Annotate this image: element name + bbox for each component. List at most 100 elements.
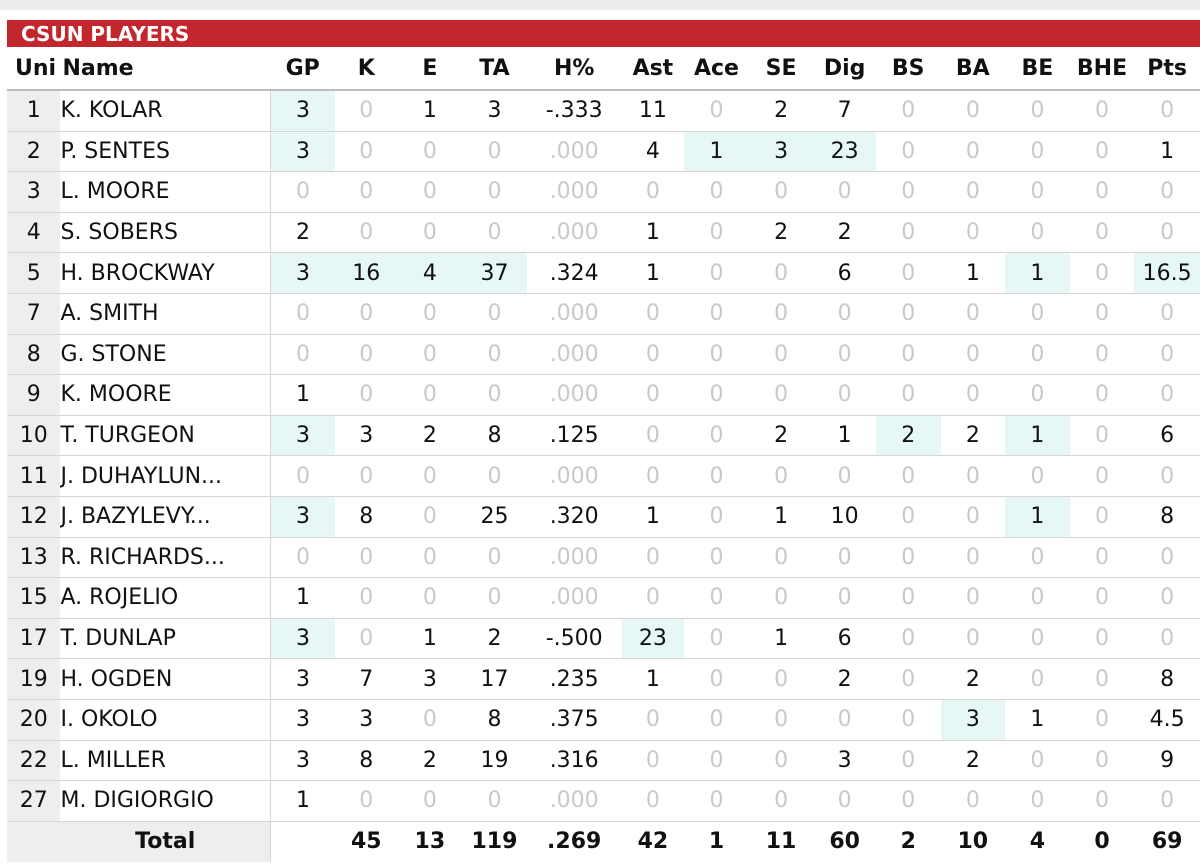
stat-cell-pts: 0 xyxy=(1134,90,1200,132)
column-header-dig[interactable]: Dig xyxy=(813,48,876,91)
stat-cell-ba: 0 xyxy=(940,293,1006,335)
stat-cell-se: 0 xyxy=(748,740,814,782)
stat-cell-ta: 37 xyxy=(462,252,527,294)
column-header-be[interactable]: BE xyxy=(1005,48,1070,91)
player-name[interactable]: H. OGDEN xyxy=(60,658,271,700)
player-name[interactable]: T. TURGEON xyxy=(60,415,271,457)
stat-cell-e: 0 xyxy=(397,780,463,822)
table-row: 1 K. KOLAR 3 0 1 3 -.333 11 0 2 7 0 0 0 0 0 xyxy=(7,90,1200,132)
stat-cell-pts: 0 xyxy=(1134,171,1200,213)
stat-cell-ba: 3 xyxy=(940,699,1006,741)
stat-cell-e: 0 xyxy=(397,334,463,376)
section-title: CSUN PLAYERS xyxy=(7,20,1200,47)
stat-cell-ace: 0 xyxy=(684,537,749,579)
stat-cell-gp: 3 xyxy=(270,740,335,782)
player-name[interactable]: I. OKOLO xyxy=(60,699,271,741)
stat-cell-ast: 0 xyxy=(621,699,685,741)
stat-cell-gp: 2 xyxy=(270,212,335,254)
stat-cell-ast: 0 xyxy=(621,780,685,822)
stat-cell-dig: 0 xyxy=(813,171,876,213)
stat-cell-ast: 0 xyxy=(621,577,685,619)
column-header-name[interactable]: Name xyxy=(60,48,271,91)
stat-cell-ace: 0 xyxy=(684,212,749,254)
stat-cell-ba: 0 xyxy=(940,131,1006,173)
total-stat-cell: .269 xyxy=(526,821,622,862)
stat-cell-e: 0 xyxy=(397,537,463,579)
stat-cell-ta: 0 xyxy=(462,293,527,335)
player-name[interactable]: J. BAZYLEVY... xyxy=(60,496,271,538)
stat-cell-bs: 0 xyxy=(875,90,941,132)
jersey-number: 22 xyxy=(7,740,61,782)
stat-cell-bs: 0 xyxy=(875,455,941,497)
table-row: 17 T. DUNLAP 3 0 1 2 -.500 23 0 1 6 0 0 0 0 0 xyxy=(7,618,1200,660)
player-name[interactable]: G. STONE xyxy=(60,334,271,376)
total-stat-cell: 0 xyxy=(1069,821,1135,862)
column-header-k[interactable]: K xyxy=(335,48,398,91)
player-name[interactable]: K. KOLAR xyxy=(60,90,271,132)
stat-cell-bhe: 0 xyxy=(1069,415,1135,457)
stat-cell-ace: 0 xyxy=(684,90,749,132)
player-name[interactable]: A. SMITH xyxy=(60,293,271,335)
player-name[interactable]: L. MOORE xyxy=(60,171,271,213)
player-name[interactable]: R. RICHARDS... xyxy=(60,537,271,579)
stat-cell-ace: 0 xyxy=(684,252,749,294)
jersey-number: 13 xyxy=(7,537,61,579)
stat-cell-e: 1 xyxy=(397,618,463,660)
stat-cell-dig: 0 xyxy=(813,577,876,619)
stat-cell-be: 1 xyxy=(1005,496,1070,538)
stat-cell-pts: 8 xyxy=(1134,658,1200,700)
stat-cell-bhe: 0 xyxy=(1069,618,1135,660)
column-header-uni[interactable]: Uni xyxy=(7,48,61,91)
column-header-h-[interactable]: H% xyxy=(526,48,622,91)
player-name[interactable]: L. MILLER xyxy=(60,740,271,782)
stat-cell-k: 0 xyxy=(335,131,398,173)
column-header-bhe[interactable]: BHE xyxy=(1069,48,1135,91)
stat-cell-dig: 0 xyxy=(813,699,876,741)
stat-cell-k: 8 xyxy=(335,496,398,538)
player-name[interactable]: T. DUNLAP xyxy=(60,618,271,660)
stat-cell-bs: 0 xyxy=(875,537,941,579)
player-name[interactable]: P. SENTES xyxy=(60,131,271,173)
stat-cell-bhe: 0 xyxy=(1069,293,1135,335)
stat-cell-h-: .125 xyxy=(526,415,622,457)
column-header-se[interactable]: SE xyxy=(748,48,814,91)
stat-cell-bhe: 0 xyxy=(1069,90,1135,132)
column-header-e[interactable]: E xyxy=(397,48,463,91)
player-name[interactable]: A. ROJELIO xyxy=(60,577,271,619)
column-header-ta[interactable]: TA xyxy=(462,48,527,91)
player-name[interactable]: S. SOBERS xyxy=(60,212,271,254)
column-header-bs[interactable]: BS xyxy=(875,48,941,91)
stat-cell-ast: 0 xyxy=(621,537,685,579)
stat-cell-ace: 0 xyxy=(684,740,749,782)
stat-cell-bhe: 0 xyxy=(1069,374,1135,416)
top-strip xyxy=(0,0,1200,10)
stat-cell-gp: 3 xyxy=(270,252,335,294)
stat-cell-gp: 3 xyxy=(270,658,335,700)
stat-cell-bs: 0 xyxy=(875,131,941,173)
column-header-ba[interactable]: BA xyxy=(940,48,1006,91)
column-header-ace[interactable]: Ace xyxy=(684,48,749,91)
player-name[interactable]: J. DUHAYLUN... xyxy=(60,455,271,497)
column-header-ast[interactable]: Ast xyxy=(621,48,685,91)
jersey-number: 27 xyxy=(7,780,61,822)
stat-cell-ba: 0 xyxy=(940,212,1006,254)
stat-cell-e: 0 xyxy=(397,577,463,619)
stat-cell-be: 0 xyxy=(1005,658,1070,700)
column-header-gp[interactable]: GP xyxy=(270,48,335,91)
stat-cell-se: 0 xyxy=(748,374,814,416)
stat-cell-k: 0 xyxy=(335,171,398,213)
jersey-number: 19 xyxy=(7,658,61,700)
stat-cell-e: 2 xyxy=(397,415,463,457)
player-name[interactable]: M. DIGIORGIO xyxy=(60,780,271,822)
column-header-pts[interactable]: Pts xyxy=(1134,48,1200,91)
stat-cell-ace: 0 xyxy=(684,780,749,822)
player-name[interactable]: K. MOORE xyxy=(60,374,271,416)
stat-cell-k: 3 xyxy=(335,699,398,741)
player-name[interactable]: H. BROCKWAY xyxy=(60,252,271,294)
jersey-number: 1 xyxy=(7,90,61,132)
stat-cell-k: 8 xyxy=(335,740,398,782)
stat-cell-gp: 3 xyxy=(270,618,335,660)
stat-cell-bhe: 0 xyxy=(1069,171,1135,213)
stat-cell-h-: -.333 xyxy=(526,90,622,132)
stat-cell-pts: 0 xyxy=(1134,780,1200,822)
